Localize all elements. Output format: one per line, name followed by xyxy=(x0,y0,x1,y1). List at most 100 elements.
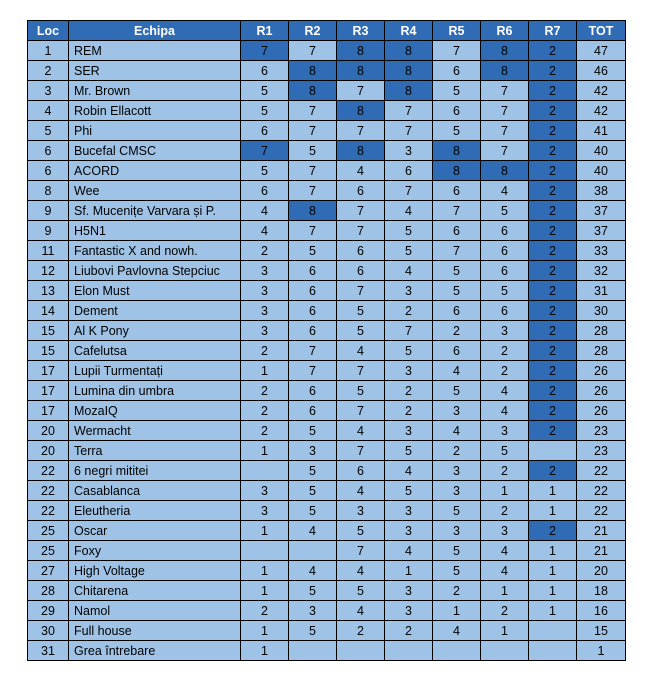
total-score-cell: 37 xyxy=(576,200,626,221)
team-name-cell: Lupii Turmentați xyxy=(68,360,241,381)
round-7-score-cell: 2 xyxy=(528,240,577,261)
rank-cell: 1 xyxy=(27,40,69,61)
table-row: 9 Sf. Mucenițe Varvara și P. 4 8 7 4 7 5 2 37 xyxy=(27,200,626,221)
round-7-score-cell: 2 xyxy=(528,180,577,201)
round-5-score-cell: 7 xyxy=(432,200,481,221)
round-6-score-cell: 6 xyxy=(480,240,529,261)
team-name-cell: Terra xyxy=(68,440,241,461)
total-score-cell: 31 xyxy=(576,280,626,301)
round-4-score-cell: 7 xyxy=(384,180,433,201)
round-6-score-cell: 6 xyxy=(480,220,529,241)
round-6-score-cell: 2 xyxy=(480,600,529,621)
round-5-score-cell: 3 xyxy=(432,460,481,481)
round-3-score-cell: 6 xyxy=(336,240,385,261)
rank-cell: 17 xyxy=(27,380,69,401)
round-2-score-cell: 5 xyxy=(288,500,337,521)
round-1-score-cell: 2 xyxy=(240,600,289,621)
round-5-score-cell: 6 xyxy=(432,340,481,361)
team-name-cell: Al K Pony xyxy=(68,320,241,341)
total-score-cell: 42 xyxy=(576,80,626,101)
round-5-score-cell: 4 xyxy=(432,420,481,441)
round-6-score-cell: 3 xyxy=(480,520,529,541)
round-6-score-cell: 8 xyxy=(480,40,529,61)
round-4-score-cell: 4 xyxy=(384,460,433,481)
total-score-cell: 18 xyxy=(576,580,626,601)
round-6-score-cell: 4 xyxy=(480,540,529,561)
table-row: 29 Namol 2 3 4 3 1 2 1 16 xyxy=(27,600,626,621)
round-6-score-cell xyxy=(480,640,529,661)
rank-cell: 17 xyxy=(27,360,69,381)
round-6-score-cell: 4 xyxy=(480,560,529,581)
round-5-score-cell: 5 xyxy=(432,120,481,141)
rank-cell: 30 xyxy=(27,620,69,641)
round-7-score-cell: 2 xyxy=(528,60,577,81)
team-name-cell: Oscar xyxy=(68,520,241,541)
rank-cell: 8 xyxy=(27,180,69,201)
total-score-cell: 23 xyxy=(576,420,626,441)
rank-cell: 6 xyxy=(27,140,69,161)
team-name-cell: Namol xyxy=(68,600,241,621)
team-name-cell: Elon Must xyxy=(68,280,241,301)
round-4-score-cell: 7 xyxy=(384,100,433,121)
round-6-score-cell: 3 xyxy=(480,320,529,341)
header-team: Echipa xyxy=(68,20,241,41)
round-1-score-cell: 1 xyxy=(240,560,289,581)
round-1-score-cell: 6 xyxy=(240,180,289,201)
header-r1: R1 xyxy=(240,20,289,41)
round-1-score-cell: 5 xyxy=(240,160,289,181)
round-1-score-cell: 2 xyxy=(240,380,289,401)
header-loc: Loc xyxy=(27,20,69,41)
table-row: 27 High Voltage 1 4 4 1 5 4 1 20 xyxy=(27,560,626,581)
round-7-score-cell: 2 xyxy=(528,40,577,61)
round-6-score-cell: 2 xyxy=(480,460,529,481)
table-row: 17 Lupii Turmentați 1 7 7 3 4 2 2 26 xyxy=(27,360,626,381)
table-row: 11 Fantastic X and nowh. 2 5 6 5 7 6 2 33 xyxy=(27,240,626,261)
round-2-score-cell: 5 xyxy=(288,460,337,481)
rank-cell: 4 xyxy=(27,100,69,121)
round-3-score-cell: 5 xyxy=(336,320,385,341)
round-3-score-cell: 5 xyxy=(336,580,385,601)
round-3-score-cell: 7 xyxy=(336,280,385,301)
total-score-cell: 41 xyxy=(576,120,626,141)
round-2-score-cell: 6 xyxy=(288,320,337,341)
team-name-cell: Mr. Brown xyxy=(68,80,241,101)
team-name-cell: Lumina din umbra xyxy=(68,380,241,401)
round-1-score-cell: 2 xyxy=(240,240,289,261)
rank-cell: 22 xyxy=(27,460,69,481)
table-row: 20 Terra 1 3 7 5 2 5 23 xyxy=(27,440,626,461)
round-6-score-cell: 7 xyxy=(480,80,529,101)
team-name-cell: Bucefal CMSC xyxy=(68,140,241,161)
rank-cell: 9 xyxy=(27,200,69,221)
round-5-score-cell: 7 xyxy=(432,40,481,61)
round-4-score-cell: 5 xyxy=(384,440,433,461)
total-score-cell: 22 xyxy=(576,480,626,501)
round-7-score-cell: 2 xyxy=(528,220,577,241)
round-3-score-cell: 7 xyxy=(336,120,385,141)
round-4-score-cell: 3 xyxy=(384,140,433,161)
round-6-score-cell: 4 xyxy=(480,400,529,421)
round-1-score-cell: 1 xyxy=(240,580,289,601)
round-3-score-cell: 7 xyxy=(336,540,385,561)
round-3-score-cell: 7 xyxy=(336,360,385,381)
header-r3: R3 xyxy=(336,20,385,41)
total-score-cell: 21 xyxy=(576,540,626,561)
round-4-score-cell: 3 xyxy=(384,500,433,521)
round-4-score-cell: 1 xyxy=(384,560,433,581)
round-1-score-cell: 7 xyxy=(240,140,289,161)
results-table: Loc Echipa R1 R2 R3 R4 R5 R6 R7 TOT 1 REM… xyxy=(27,20,626,661)
round-7-score-cell: 2 xyxy=(528,340,577,361)
round-1-score-cell: 1 xyxy=(240,640,289,661)
table-row: 28 Chitarena 1 5 5 3 2 1 1 18 xyxy=(27,580,626,601)
round-7-score-cell xyxy=(528,620,577,641)
round-2-score-cell: 5 xyxy=(288,580,337,601)
table-row: 22 Casablanca 3 5 4 5 3 1 1 22 xyxy=(27,480,626,501)
team-name-cell: High Voltage xyxy=(68,560,241,581)
rank-cell: 9 xyxy=(27,220,69,241)
round-7-score-cell xyxy=(528,640,577,661)
table-row: 1 REM 7 7 8 8 7 8 2 47 xyxy=(27,40,626,61)
team-name-cell: Fantastic X and nowh. xyxy=(68,240,241,261)
round-5-score-cell: 7 xyxy=(432,240,481,261)
round-6-score-cell: 5 xyxy=(480,280,529,301)
round-1-score-cell: 1 xyxy=(240,520,289,541)
total-score-cell: 42 xyxy=(576,100,626,121)
